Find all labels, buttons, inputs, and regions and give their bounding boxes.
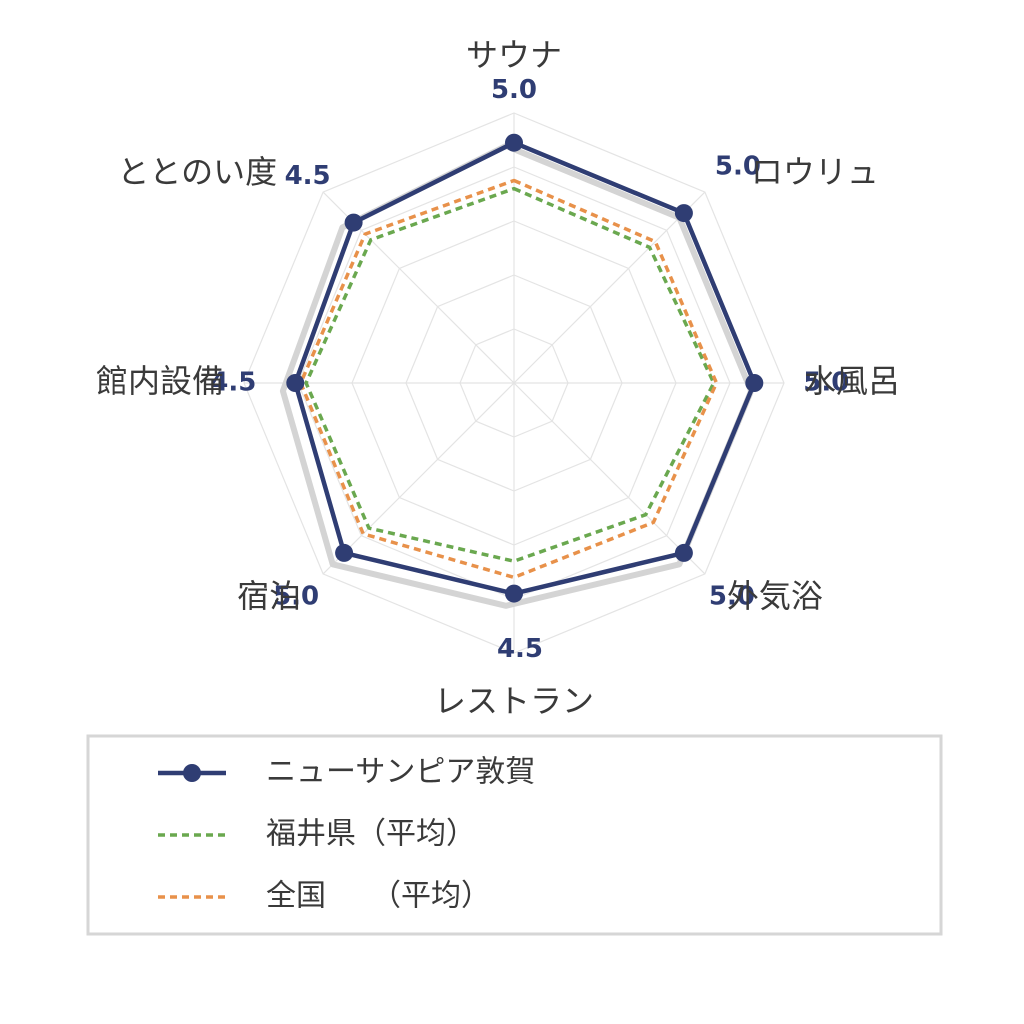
data-point [505,133,523,152]
legend-box [86,734,943,936]
series-line [298,178,719,580]
grid-spoke [322,382,515,575]
data-label: 5.0 [803,368,849,398]
main-series-shadow [279,142,755,609]
grid-spoke [513,382,706,575]
axis-label: 宿泊 [237,577,301,615]
legend-entry: ニューサンピア敦賀 [266,755,535,790]
data-label: 5.0 [491,75,537,105]
data-point [344,213,363,232]
data-point [505,584,523,603]
data-point [286,374,305,392]
data-point [674,543,693,562]
data-point [335,543,354,562]
radar-grid [243,112,785,654]
legend-entry: 福井県（平均） [266,817,476,852]
data-point [674,204,693,223]
axis-label: サウナ [466,36,562,74]
data-label: 4.5 [210,368,256,398]
data-label: 4.5 [497,634,543,664]
axis-label: 館内設備 [96,362,224,400]
data-point [745,374,764,392]
data-label: 5.0 [273,581,319,611]
axis-label: ととのい度 [117,153,277,191]
grid-spoke [513,191,706,384]
series-line [304,186,716,563]
legend-marker [183,764,201,782]
axis-label: 外気浴 [727,577,823,615]
data-label: 4.5 [285,161,331,191]
axis-label: レストラン [434,682,594,720]
data-label: 5.0 [715,152,761,182]
data-label: 5.0 [709,581,755,611]
legend-entry: 全国 （平均） [266,879,491,914]
axis-label: 水風呂 [804,362,900,400]
axis-label: ロウリュ [751,153,879,191]
